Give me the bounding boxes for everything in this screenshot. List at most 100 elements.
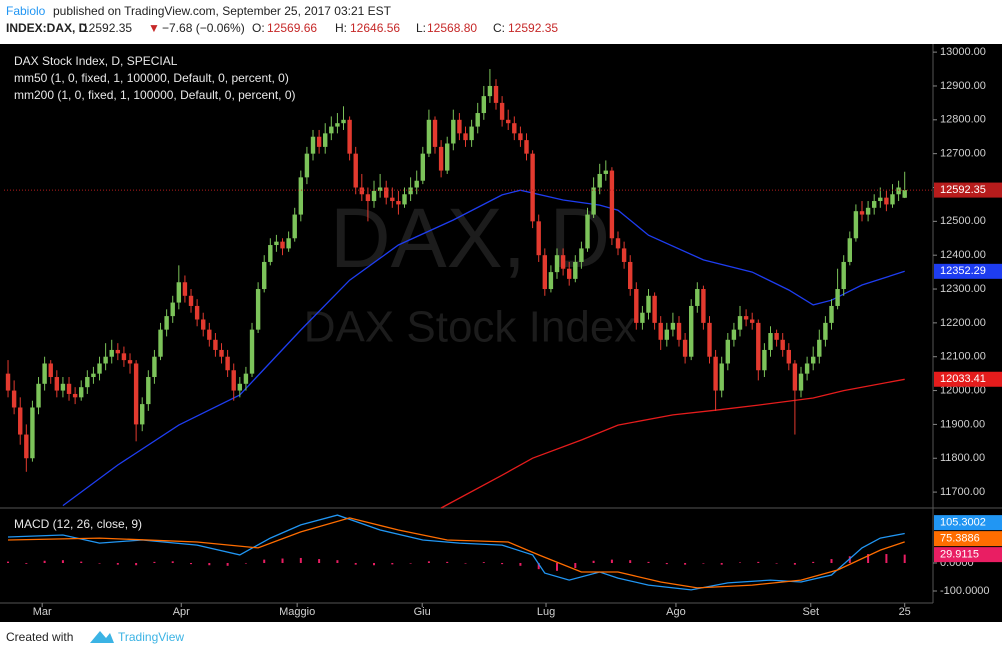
histogram-bar — [244, 562, 247, 564]
candle-body — [713, 356, 718, 391]
plot: 11700.00 11800.00 11900.00 12000.00 12100.00… — [4, 46, 1002, 618]
candle-body — [469, 126, 474, 141]
candle-body — [280, 241, 285, 249]
candle-body — [286, 238, 291, 249]
open: 12569.66 — [267, 21, 317, 35]
candle-body — [48, 363, 53, 378]
candle-body — [689, 305, 694, 357]
candle-body — [36, 383, 41, 408]
candle-body — [304, 153, 310, 178]
histogram-bar — [318, 559, 321, 563]
y-tick-label: -100.0000 — [940, 585, 990, 597]
candle-body — [731, 329, 737, 340]
candle-body — [853, 211, 859, 239]
candle-body — [310, 136, 316, 154]
candle-body — [414, 180, 419, 188]
candle-body — [737, 316, 743, 330]
candle-body — [316, 136, 322, 147]
candle-body — [756, 322, 761, 371]
histogram-bar — [885, 554, 888, 563]
histogram-bar — [25, 562, 28, 564]
candle-body — [207, 329, 212, 340]
candle-body — [481, 96, 487, 114]
candle-body — [85, 377, 90, 388]
histogram-bar — [61, 560, 64, 563]
candle-body — [188, 295, 194, 306]
candle-body — [567, 268, 572, 279]
histogram-bar — [409, 562, 412, 564]
candle-body — [664, 329, 670, 340]
candle-body — [54, 377, 60, 391]
y-tick-label: 12200.00 — [940, 317, 986, 329]
histogram-bar — [80, 561, 83, 563]
candle-body — [42, 363, 47, 384]
candle-body — [810, 356, 816, 364]
histogram-bar — [739, 562, 742, 563]
candle-body — [682, 339, 688, 357]
last-price: 12592.35 — [82, 21, 132, 35]
y-tick-label: 12700.00 — [940, 148, 986, 160]
candle-body — [634, 289, 639, 323]
candle-body — [847, 238, 852, 262]
y-tick-label: 12300.00 — [940, 283, 986, 295]
candle-body — [176, 282, 182, 303]
author[interactable]: Fabiolo — [6, 4, 46, 18]
histogram-bar — [501, 562, 504, 565]
candle-body — [213, 339, 218, 350]
candle-body — [274, 241, 279, 246]
close-label: C: — [493, 21, 505, 35]
histogram-bar — [812, 561, 815, 563]
candle-body — [420, 153, 426, 181]
footer-brand[interactable]: TradingView — [118, 630, 184, 644]
candle-body — [115, 349, 121, 354]
value-tag — [934, 531, 1002, 547]
candle-body — [377, 187, 383, 191]
series-line — [7, 517, 905, 589]
candle-body — [530, 153, 535, 222]
value-tag — [934, 371, 1002, 387]
arrow: ▼ — [148, 21, 160, 35]
histogram-bar — [190, 562, 193, 565]
candle-body — [615, 238, 621, 249]
histogram-bar — [43, 560, 46, 563]
legend-entry: mm50 (1, 0, fixed, 1, 100000, Default, 0… — [14, 71, 289, 85]
histogram-bar — [373, 562, 376, 566]
value-tag-label: 75.3886 — [940, 533, 980, 545]
candle-body — [829, 305, 834, 323]
candle-body — [597, 173, 602, 188]
candle-body — [140, 404, 145, 425]
y-tick-label: 12400.00 — [940, 249, 986, 261]
candle-body — [24, 434, 29, 459]
candle-body — [750, 319, 755, 323]
candle-body — [762, 349, 767, 371]
candle-body — [457, 119, 462, 134]
histogram-bar — [519, 562, 522, 566]
value-tag — [934, 547, 1002, 563]
histogram-bar — [684, 562, 687, 565]
candle-body — [506, 119, 511, 124]
candle-body — [768, 333, 773, 350]
histogram-bar — [848, 556, 851, 563]
logo — [90, 631, 114, 643]
candle-body — [658, 322, 663, 340]
candle-body — [554, 255, 560, 273]
candle-body — [640, 312, 645, 323]
histogram-bar — [556, 562, 559, 571]
candle-body — [243, 373, 249, 384]
candle-body — [871, 201, 877, 208]
candle-body — [91, 373, 96, 378]
value-tag — [934, 182, 1002, 198]
candle-body — [359, 187, 365, 195]
candle-body — [774, 333, 779, 340]
candle-body — [548, 272, 554, 290]
candle-body — [426, 119, 432, 154]
histogram-bar — [354, 562, 357, 565]
x-tick-label: Set — [803, 606, 820, 618]
candle-body — [18, 407, 23, 435]
candle-body — [878, 197, 883, 202]
candle-body — [676, 322, 682, 340]
candle-body — [121, 353, 127, 361]
x-tick-label: Lug — [537, 606, 555, 618]
candle-body — [719, 363, 724, 391]
candle-body — [390, 197, 395, 202]
